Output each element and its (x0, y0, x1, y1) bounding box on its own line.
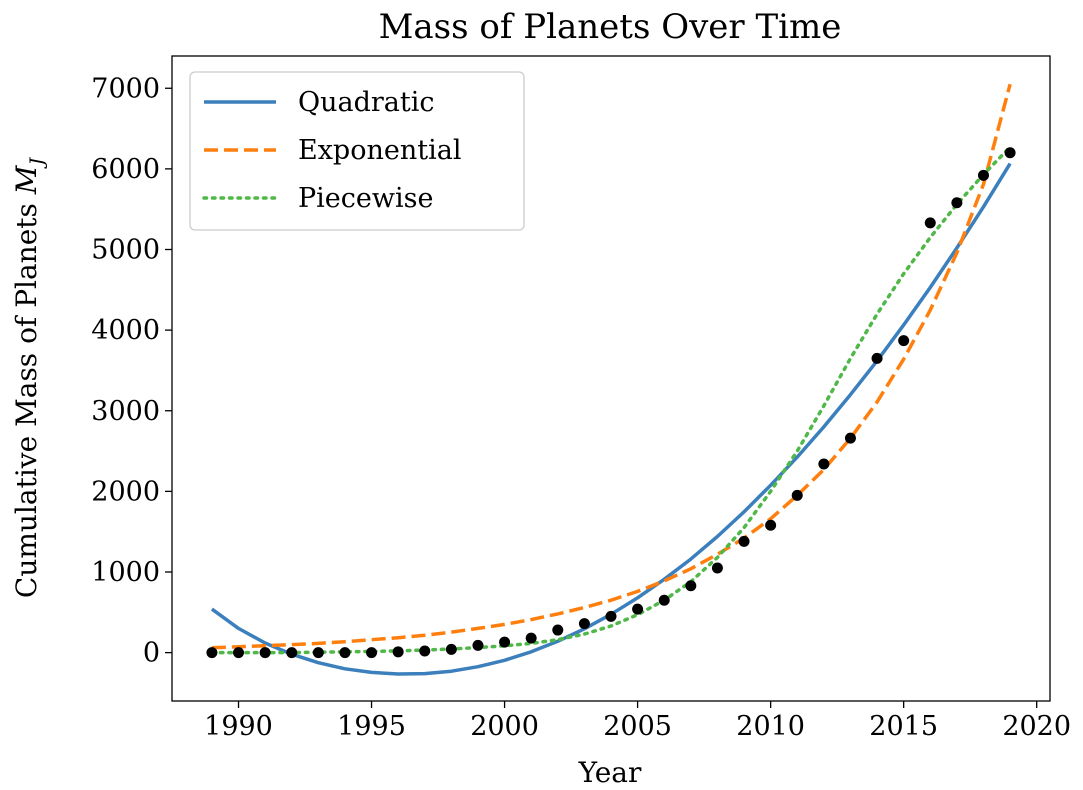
data-point (578, 618, 590, 630)
data-point (738, 535, 750, 547)
y-axis-title-text: Cumulative Mass of Planets (10, 203, 43, 598)
data-point (924, 217, 936, 229)
data-point (472, 639, 484, 651)
x-axis: 1990 1995 2000 2005 2010 2015 2020 (204, 701, 1071, 742)
y-axis-title-symbol: M (10, 164, 43, 195)
y-axis-title: Cumulative Mass of Planets MJ (10, 157, 48, 599)
data-point (685, 580, 697, 592)
legend-label-piecewise: Piecewise (298, 183, 433, 214)
data-point (233, 647, 245, 659)
data-point (206, 647, 218, 659)
y-tick-label: 1000 (91, 557, 160, 588)
data-point (445, 643, 457, 655)
data-point (658, 594, 670, 606)
data-points (206, 147, 1016, 659)
legend: Quadratic Exponential Piecewise (189, 71, 525, 231)
data-point (259, 647, 271, 659)
series-line-exponential (211, 83, 1012, 650)
data-point (711, 562, 723, 574)
x-tick-label: 2015 (869, 711, 938, 742)
data-point (765, 519, 777, 531)
y-tick-label: 7000 (91, 73, 160, 104)
x-tick-label: 2000 (470, 711, 539, 742)
data-point (286, 647, 298, 659)
data-point (339, 647, 351, 659)
y-tick-label: 6000 (91, 154, 160, 185)
data-point (419, 645, 431, 657)
x-axis-title: Year (578, 756, 642, 789)
chart-title: Mass of Planets Over Time (379, 7, 842, 47)
legend-label-exponential: Exponential (298, 135, 461, 166)
y-axis-title-subscript: J (26, 157, 48, 170)
x-tick-label: 1995 (337, 711, 406, 742)
x-tick-label: 2005 (603, 711, 672, 742)
data-point (366, 647, 378, 659)
y-tick-label: 4000 (91, 315, 160, 346)
data-point (818, 458, 830, 470)
y-tick-label: 3000 (91, 396, 160, 427)
data-point (499, 636, 511, 648)
y-axis: 0 1000 2000 3000 4000 5000 6000 7000 (91, 73, 172, 669)
legend-box (189, 71, 525, 231)
data-point (977, 169, 989, 181)
data-point (791, 489, 803, 501)
y-tick-label: 2000 (91, 476, 160, 507)
data-point (1004, 147, 1016, 159)
data-point (392, 646, 404, 658)
x-tick-label: 2010 (736, 711, 805, 742)
data-point (951, 197, 963, 209)
legend-label-quadratic: Quadratic (298, 87, 435, 118)
series-line-piecewise (210, 145, 1012, 655)
x-tick-label: 2020 (1002, 711, 1071, 742)
data-point (898, 335, 910, 347)
x-tick-label: 1990 (204, 711, 273, 742)
data-point (632, 603, 644, 615)
data-point (871, 352, 883, 364)
data-point (552, 624, 564, 636)
data-point (605, 610, 617, 622)
y-tick-label: 0 (143, 638, 160, 669)
data-point (312, 647, 324, 659)
y-tick-label: 5000 (91, 235, 160, 266)
data-point (844, 432, 856, 444)
data-point (525, 632, 537, 644)
